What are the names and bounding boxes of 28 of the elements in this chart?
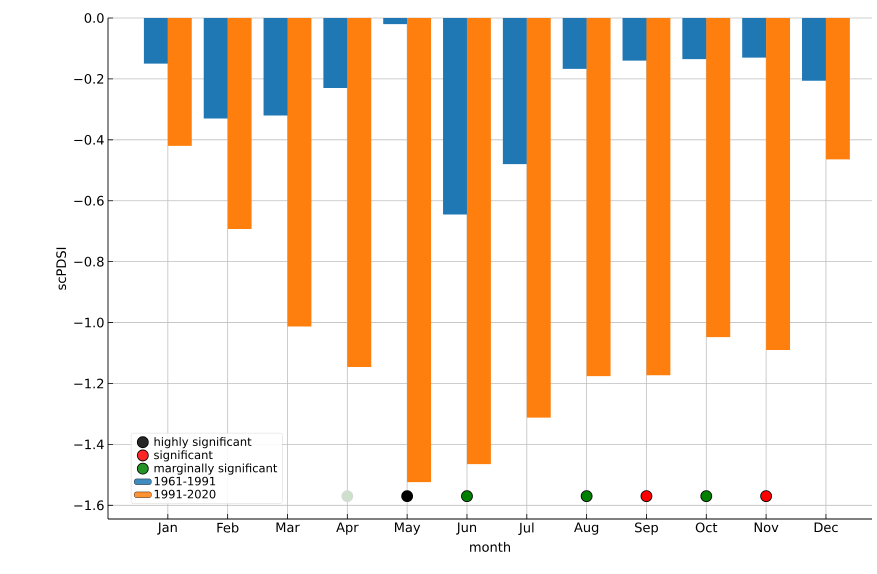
- y-tick-label: −0.4: [74, 134, 104, 145]
- y-tick-label: −1.4: [74, 440, 104, 450]
- x-tick-label: Nov: [754, 522, 778, 532]
- y-tick-label: −1.2: [74, 378, 104, 388]
- x-tick-label: May: [394, 522, 420, 535]
- x-tick-label: Jun: [456, 522, 476, 535]
- legend-label: marginally significant: [154, 464, 278, 475]
- x-tick-label: Mar: [276, 522, 300, 532]
- y-tick-label: −0.8: [74, 256, 104, 267]
- y-tick-label: −0.2: [74, 74, 104, 84]
- x-tick-label: Aug: [574, 522, 598, 535]
- x-tick-label: Jul: [518, 522, 534, 536]
- y-tick-label: 0.0: [84, 13, 104, 23]
- legend-label: 1961-1991: [154, 476, 216, 486]
- x-tick-label: Apr: [336, 522, 359, 535]
- y-tick-label: −1.0: [74, 318, 104, 328]
- y-axis-title: scPDSI: [56, 248, 66, 290]
- x-tick-label: Feb: [217, 522, 238, 533]
- x-tick-label: Dec: [814, 522, 838, 532]
- legend-label: significant: [154, 450, 213, 462]
- x-tick-label: Jan: [157, 522, 177, 535]
- legend-label: highly significant: [154, 437, 252, 448]
- x-tick-label: Sep: [635, 522, 658, 535]
- x-axis-title: month: [470, 542, 510, 552]
- y-tick-label: −0.6: [74, 196, 104, 206]
- x-tick-label: Oct: [696, 522, 718, 532]
- legend-label: 1991-2020: [154, 490, 216, 498]
- y-tick-label: −1.6: [74, 500, 104, 510]
